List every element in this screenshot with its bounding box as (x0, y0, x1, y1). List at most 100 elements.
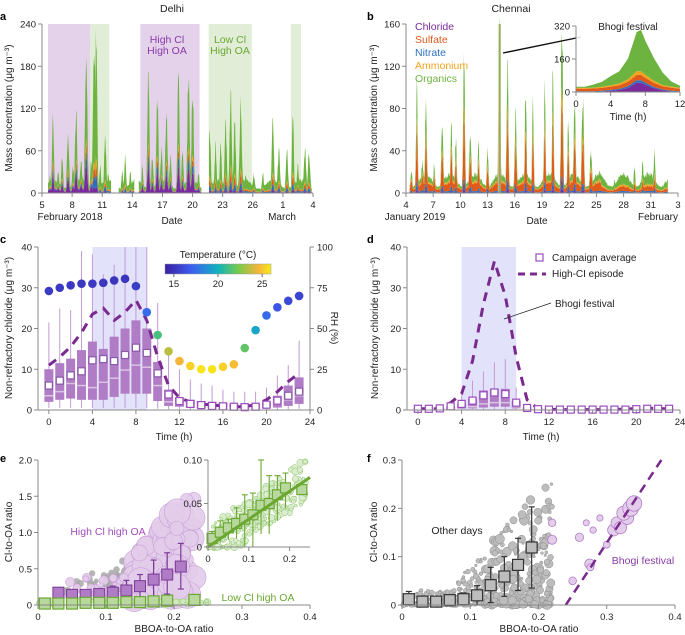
scatter-point-high-cl (82, 575, 90, 583)
area-organics (118, 152, 135, 193)
binned-marker-other-days (511, 558, 525, 571)
colorbar-tick-label: 25 (257, 279, 268, 290)
binned-marker-low-cl (106, 596, 119, 609)
y-tick-label: 25 (317, 365, 328, 376)
scatter-point-other-days (507, 528, 511, 532)
mean-marker (88, 356, 97, 365)
y-tick-label: 320 (554, 22, 570, 33)
inset-scatter-point (291, 475, 299, 483)
scatter-point-other-days (542, 569, 550, 577)
y-tick-label: 0.3 (383, 456, 396, 467)
mean-marker (468, 396, 477, 405)
box (109, 336, 119, 397)
scatter-point-bhogi (574, 532, 585, 542)
y-tick-label: 2.0 (19, 456, 32, 467)
scatter-point-other-days (494, 533, 505, 544)
scatter-point-other-days (509, 516, 518, 525)
binned-marker-high-cl (52, 586, 65, 599)
x-tick-label: 20 (261, 417, 272, 428)
inset-scatter-point (245, 500, 253, 508)
scatter-point-other-days (491, 550, 499, 557)
x-tick-label: 4 (608, 99, 613, 110)
binned-marker-other-days (470, 589, 484, 602)
x-tick-label: 0 (399, 612, 404, 623)
y-tick-label: 160 (384, 20, 400, 31)
panel-label: a (0, 11, 7, 23)
scatter-point-other-days (528, 525, 538, 534)
scatter-point-other-days (451, 588, 457, 594)
rh-point (294, 291, 304, 301)
binned-marker-other-days (484, 579, 497, 592)
mean-marker (295, 387, 304, 396)
area-organics (409, 15, 668, 191)
binned-marker-high-cl (161, 568, 174, 581)
y-tick-label: 20 (390, 324, 401, 335)
binned-marker-high-cl (174, 560, 187, 573)
y2-axis-label: RH (%) (328, 312, 339, 345)
colorbar-title: Temperature (°C) (180, 250, 257, 261)
inset-scatter-point (236, 540, 242, 546)
mean-marker (197, 401, 206, 410)
area-organics (138, 71, 202, 192)
area-nitrate (118, 188, 135, 193)
box (131, 320, 141, 394)
x-tick-label: 8 (69, 200, 74, 211)
inset-scatter-point (219, 516, 223, 521)
inset-area-chloride (576, 82, 680, 92)
rh-point (142, 307, 152, 317)
panel-label: d (367, 234, 374, 246)
scatter-point-other-days (508, 590, 515, 596)
x-tick-label: 8 (643, 99, 648, 110)
area-nitrate (48, 152, 112, 193)
mean-marker (643, 404, 652, 413)
annotation-other-days: Other days (431, 525, 482, 537)
annotation-bhogi: Bhogi festival (612, 555, 674, 567)
mean-marker (120, 350, 130, 360)
y-axis-label: Cl-to-OA ratio (369, 501, 380, 562)
scatter-point-other-days (443, 590, 447, 594)
scatter-point-other-days (525, 495, 536, 505)
x-tick-label: 26 (247, 200, 258, 211)
high-cl-episode-line (47, 297, 301, 409)
y-axis-label: Non-refractory chloride (μg m⁻³) (4, 257, 15, 399)
x-tick-label: 4 (310, 200, 315, 211)
colorbar-tick-label: 20 (213, 279, 224, 290)
binned-marker-low-cl (93, 596, 106, 609)
scatter-point-other-days (482, 556, 487, 561)
mean-marker (229, 402, 238, 411)
high-cl-episode-line (417, 255, 670, 412)
x-tick-label: 12 (675, 99, 685, 110)
x-tick-label: 28 (618, 200, 629, 211)
scatter-point-other-days (457, 586, 461, 591)
scatter-point-other-days (541, 483, 550, 492)
mean-marker (240, 403, 249, 412)
scatter-point-other-days (533, 507, 543, 517)
x-tick-label: 12 (544, 417, 555, 428)
inset-scatter-point (262, 520, 267, 525)
x-tick-label: 24 (675, 417, 685, 428)
scatter-point-other-days (539, 560, 544, 565)
inset-x-axis-label: Time (h) (610, 112, 647, 123)
y-tick-label: 0.10 (184, 456, 203, 467)
annotation-high-oa: High OA (210, 45, 250, 57)
x-tick-label: 20 (631, 417, 642, 428)
scatter-point-other-days (549, 503, 555, 510)
y-tick-label: 0 (391, 601, 396, 612)
panel-title: Chennai (491, 3, 530, 15)
mean-marker (110, 357, 119, 366)
inset-area-nitrate (576, 80, 680, 92)
scatter-point-other-days (545, 594, 550, 599)
rh-point (164, 347, 173, 356)
area-nitrate (138, 156, 202, 193)
scatter-point-other-days (474, 563, 478, 568)
mean-marker (533, 405, 543, 414)
scatter-point-other-days (522, 597, 526, 601)
y-tick-label: 0 (396, 406, 401, 417)
rh-point (175, 356, 184, 366)
x-tick-label: 0.2 (283, 554, 296, 565)
x-tick-label: 11 (97, 200, 107, 211)
box (142, 328, 152, 394)
mean-marker (457, 399, 466, 408)
